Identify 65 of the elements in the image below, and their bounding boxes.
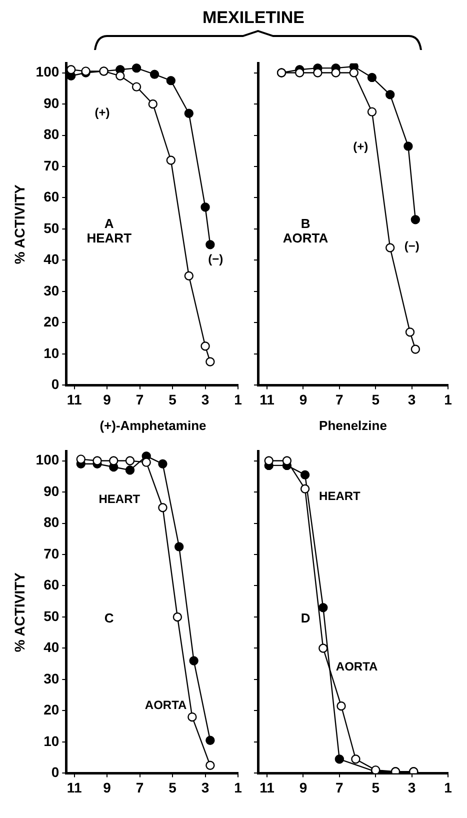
y-tick-label: 50: [44, 608, 60, 624]
chart-title: MEXILETINE: [201, 8, 306, 28]
x-tick-label: 1: [234, 779, 242, 796]
x-tick-label: 9: [299, 779, 308, 796]
x-tick-label: 9: [103, 779, 112, 796]
annotation: (−): [208, 252, 224, 266]
annotation: (+): [353, 139, 368, 154]
y-tick-label: 30: [44, 282, 60, 298]
x-tick-label: 5: [168, 779, 177, 796]
x-tick-label: 11: [260, 779, 275, 796]
x-tick-label: 1: [444, 391, 452, 408]
x-tick-label: 9: [299, 391, 308, 408]
x-tick-label: 7: [136, 391, 144, 408]
y-tick-label: 20: [44, 702, 60, 718]
x-tick-label: 7: [336, 391, 344, 408]
x-tick-label: 5: [372, 779, 380, 796]
y-tick-label: 30: [44, 670, 60, 686]
x-tick-label: 7: [336, 779, 344, 796]
annotation: D: [300, 610, 310, 626]
y-tick-label: 50: [44, 220, 60, 236]
x-tick-label: 5: [372, 391, 380, 408]
x-tick-label: 3: [408, 779, 416, 796]
annotation: HEART: [319, 488, 362, 503]
annotation: B: [300, 216, 310, 231]
x-tick-label: 11: [260, 391, 275, 408]
annotation: AORTA: [282, 230, 329, 246]
x-tick-label: 1: [444, 779, 452, 796]
y-tick-label: 80: [44, 514, 60, 530]
x-tick-label: 11: [66, 391, 82, 408]
annotation: A: [104, 216, 114, 231]
annotation: HEART: [98, 492, 141, 506]
y-axis-title: % ACTIVITY: [11, 184, 28, 264]
y-tick-label: 60: [44, 188, 60, 205]
annotation: HEART: [86, 230, 132, 246]
y-tick-label: 100: [36, 64, 60, 80]
y-tick-label: 80: [44, 126, 60, 142]
x-tick-label: 7: [136, 779, 144, 796]
chart-title: Phenelzine: [318, 418, 388, 435]
y-tick-label: 10: [44, 344, 60, 361]
x-tick-label: 5: [168, 391, 177, 408]
chart-title: (+)-Amphetamine: [98, 418, 208, 435]
annotation: AORTA: [336, 659, 378, 674]
annotation: C: [104, 610, 114, 626]
x-tick-label: 1: [234, 391, 242, 408]
y-axis-title: % ACTIVITY: [11, 572, 28, 652]
y-tick-label: 90: [44, 94, 60, 111]
x-tick-label: 3: [408, 391, 416, 408]
x-tick-label: 3: [201, 779, 210, 796]
y-tick-label: 70: [44, 545, 60, 562]
y-tick-label: 70: [44, 157, 60, 174]
annotation: (−): [404, 239, 420, 254]
y-tick-label: 90: [44, 482, 60, 499]
y-tick-label: 10: [44, 732, 60, 749]
y-tick-label: 0: [51, 376, 60, 392]
y-tick-label: 60: [44, 576, 60, 593]
y-tick-label: 40: [44, 251, 60, 268]
x-tick-label: 11: [66, 779, 82, 796]
y-tick-label: 20: [44, 314, 60, 330]
annotation: AORTA: [144, 698, 188, 712]
x-tick-label: 3: [201, 391, 210, 408]
annotation: (+): [94, 106, 110, 120]
y-tick-label: 100: [36, 452, 60, 468]
y-tick-label: 0: [51, 764, 60, 780]
y-tick-label: 40: [44, 639, 60, 656]
x-tick-label: 9: [103, 391, 112, 408]
